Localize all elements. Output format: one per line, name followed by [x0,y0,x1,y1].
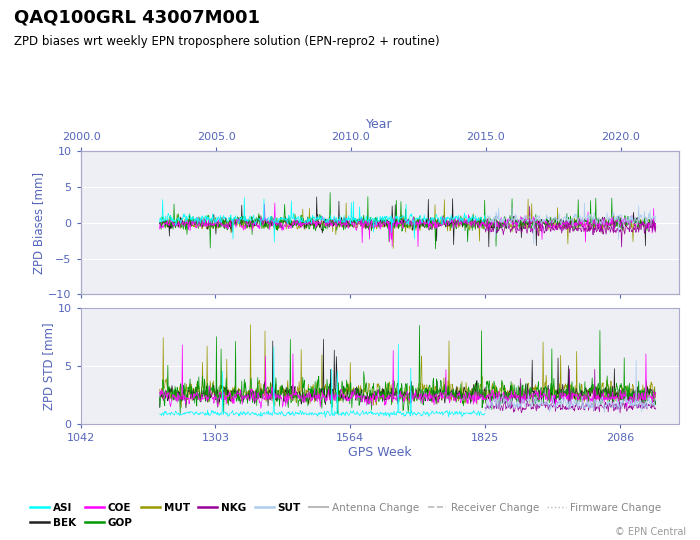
Text: ZPD biases wrt weekly EPN troposphere solution (EPN-repro2 + routine): ZPD biases wrt weekly EPN troposphere so… [14,35,440,48]
X-axis label: GPS Week: GPS Week [348,446,412,458]
Y-axis label: ZPD STD [mm]: ZPD STD [mm] [42,322,55,410]
X-axis label: Year: Year [366,118,393,131]
Legend: ASI, BEK, COE, GOP, MUT, NKG, SUT, Antenna Change, Receiver Change, Firmware Cha: ASI, BEK, COE, GOP, MUT, NKG, SUT, Anten… [26,498,665,532]
Text: © EPN Central: © EPN Central [615,527,686,537]
Text: QAQ100GRL 43007M001: QAQ100GRL 43007M001 [14,8,260,26]
Y-axis label: ZPD Biases [mm]: ZPD Biases [mm] [32,172,46,274]
